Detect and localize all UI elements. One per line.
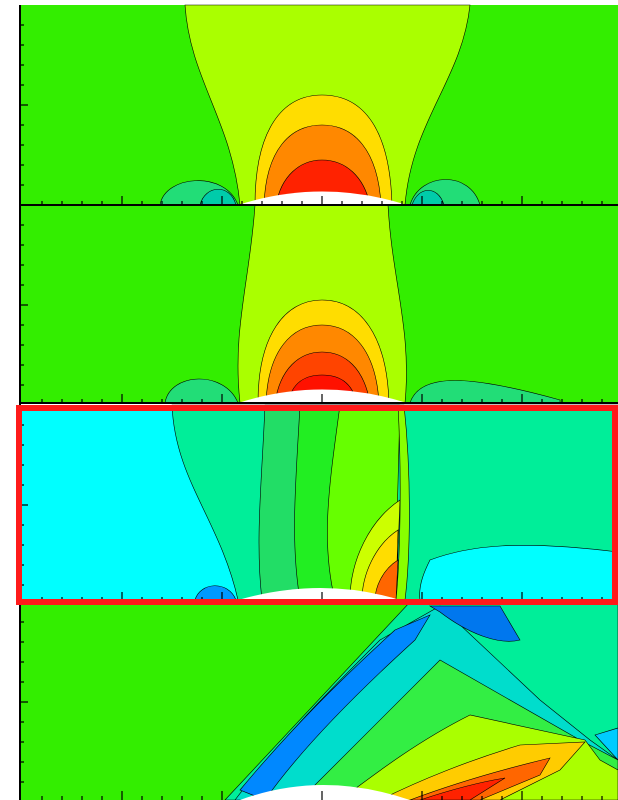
panel-3 — [20, 405, 618, 602]
panel-1 — [20, 5, 618, 205]
panel-2 — [20, 205, 618, 403]
panel-4 — [20, 602, 618, 800]
